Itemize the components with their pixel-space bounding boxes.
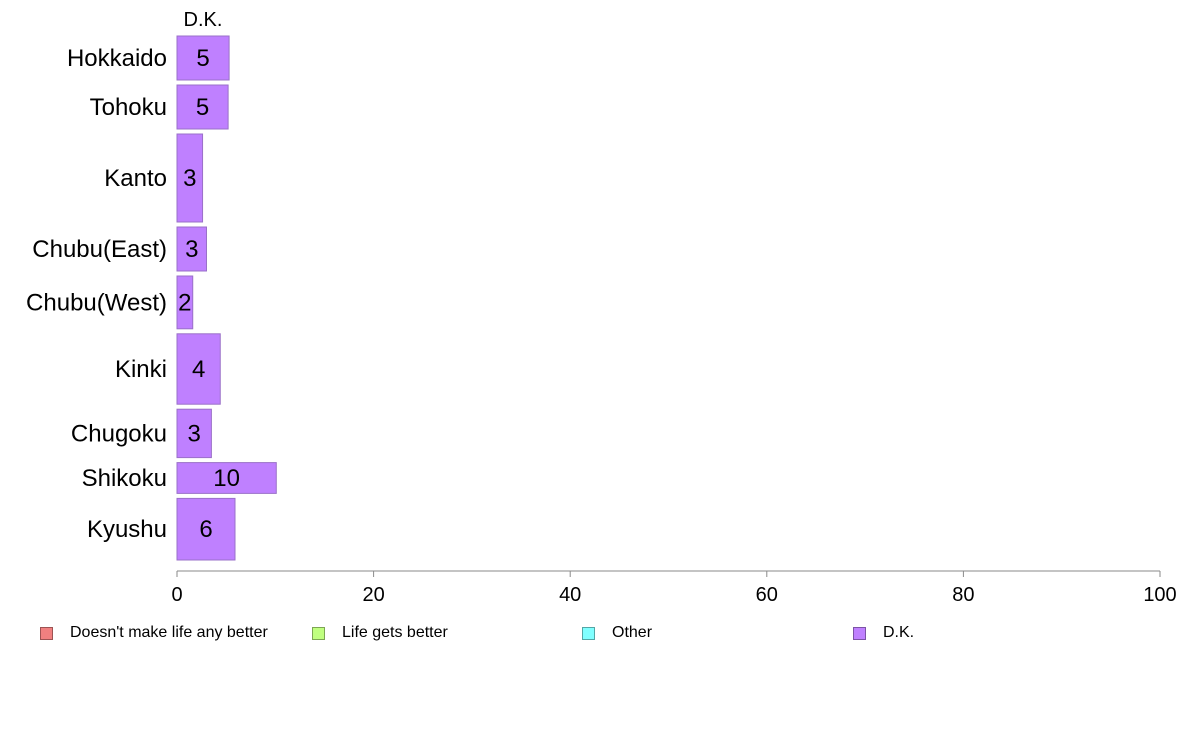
bars: 5 5 3 3 2 4 3 106 xyxy=(176,35,277,561)
bar-segment xyxy=(176,226,207,272)
category-labels: Hokkaido Tohoku Kanto Chubu(East) Chubu(West… xyxy=(26,45,167,543)
bar-segment xyxy=(176,133,204,223)
bar-value-label: 10 xyxy=(213,465,240,492)
category-label: Hokkaido xyxy=(67,45,167,72)
x-tick-label: 60 xyxy=(756,584,778,606)
category-label: Tohoku xyxy=(90,94,167,121)
bar-segment xyxy=(176,462,277,494)
bar-value-label: 5 xyxy=(196,94,209,121)
bar-segment xyxy=(176,275,194,330)
category-label: Chubu(East) xyxy=(32,236,167,263)
legend-swatch xyxy=(582,626,595,640)
bar-value-label: 2 xyxy=(178,289,191,316)
legend-swatch xyxy=(853,626,866,640)
legend-item: D.K. xyxy=(853,624,914,642)
bar-segment xyxy=(176,84,229,130)
bar-segment xyxy=(176,333,221,405)
category-label: Chugoku xyxy=(71,420,167,447)
legend-label: Doesn't make life any better xyxy=(70,624,268,641)
x-tick-label: 80 xyxy=(952,584,974,606)
x-tick-label: 40 xyxy=(559,584,581,606)
x-tick-label: 100 xyxy=(1143,584,1176,606)
category-label: Kyushu xyxy=(87,516,167,543)
bar-segment xyxy=(176,497,236,561)
legend-item: Doesn't make life any better xyxy=(40,624,268,642)
bar-value-label: 5 xyxy=(196,45,209,72)
bar-value-label: 3 xyxy=(188,420,201,447)
bar-value-label: 6 xyxy=(199,516,212,543)
category-label: Chubu(West) xyxy=(26,289,167,316)
bar-value-label: 3 xyxy=(185,236,198,263)
legend-label: Life gets better xyxy=(342,624,448,641)
category-label: Kanto xyxy=(104,165,167,192)
x-tick-label: 0 xyxy=(171,584,182,606)
legend-label: Other xyxy=(612,624,653,641)
legend-swatch xyxy=(312,626,325,640)
bar-segment xyxy=(176,35,230,81)
legend-label: D.K. xyxy=(883,624,915,641)
x-tick-label: 20 xyxy=(362,584,384,606)
legend-swatch xyxy=(40,626,53,640)
category-axis-title: D.K. xyxy=(184,9,223,31)
bar-value-label: 3 xyxy=(183,165,196,192)
legend: Doesn't make life any better Life gets be… xyxy=(0,624,1188,646)
category-label: Shikoku xyxy=(82,465,167,492)
category-label: Kinki xyxy=(115,356,167,383)
bar-segment xyxy=(176,408,212,459)
bar-value-label: 4 xyxy=(192,356,205,383)
legend-item: Other xyxy=(582,624,652,642)
legend-item: Life gets better xyxy=(312,624,448,642)
x-axis: 0 20 40 60 80 100 xyxy=(171,570,1177,606)
